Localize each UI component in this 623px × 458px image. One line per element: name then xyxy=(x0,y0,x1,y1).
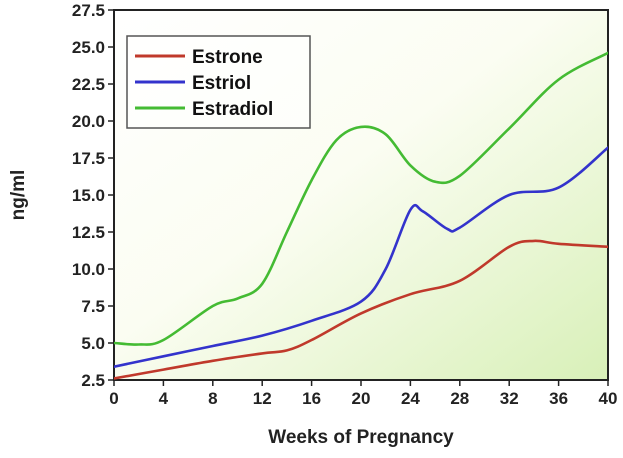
y-tick-label: 15.0 xyxy=(72,186,105,205)
y-tick-label: 25.0 xyxy=(72,38,105,57)
series-line-estriol xyxy=(114,146,608,368)
series-line-estrone xyxy=(114,239,608,380)
series-line-estradiol xyxy=(114,51,608,346)
y-tick-label: 27.5 xyxy=(72,1,105,20)
legend-label-estrone: Estrone xyxy=(192,47,263,68)
y-tick-label: 7.5 xyxy=(81,297,105,316)
y-axis-label: ng/ml xyxy=(8,170,29,221)
y-tick-label: 22.5 xyxy=(72,75,105,94)
y-tick-label: 12.5 xyxy=(72,223,105,242)
x-tick-label: 16 xyxy=(302,389,321,408)
y-tick-label: 2.5 xyxy=(81,371,105,390)
x-axis-label: Weeks of Pregnancy xyxy=(268,427,454,448)
x-tick-label: 0 xyxy=(109,389,118,408)
y-axis: 2.5 5.0 7.5 10.0 12.5 15.0 17.5 20.0 22.5 25.0 27.… xyxy=(72,1,114,390)
x-tick-label: 20 xyxy=(352,389,371,408)
x-tick-label: 32 xyxy=(500,389,519,408)
y-tick-label: 20.0 xyxy=(72,112,105,131)
series-lines xyxy=(114,51,608,380)
legend: Estrone Estriol Estradiol xyxy=(126,35,311,129)
x-tick-label: 40 xyxy=(599,389,618,408)
x-tick-label: 36 xyxy=(549,389,568,408)
y-tick-label: 10.0 xyxy=(72,260,105,279)
x-tick-label: 8 xyxy=(208,389,217,408)
legend-label-estradiol: Estradiol xyxy=(192,99,273,120)
x-tick-label: 12 xyxy=(253,389,272,408)
x-tick-label: 4 xyxy=(159,389,169,408)
y-tick-label: 17.5 xyxy=(72,149,105,168)
legend-label-estriol: Estriol xyxy=(192,73,251,94)
x-axis: 0 4 8 12 16 20 24 28 32 36 40 xyxy=(109,380,617,408)
y-tick-label: 5.0 xyxy=(81,334,105,353)
x-tick-label: 28 xyxy=(450,389,469,408)
x-tick-label: 24 xyxy=(401,389,420,408)
